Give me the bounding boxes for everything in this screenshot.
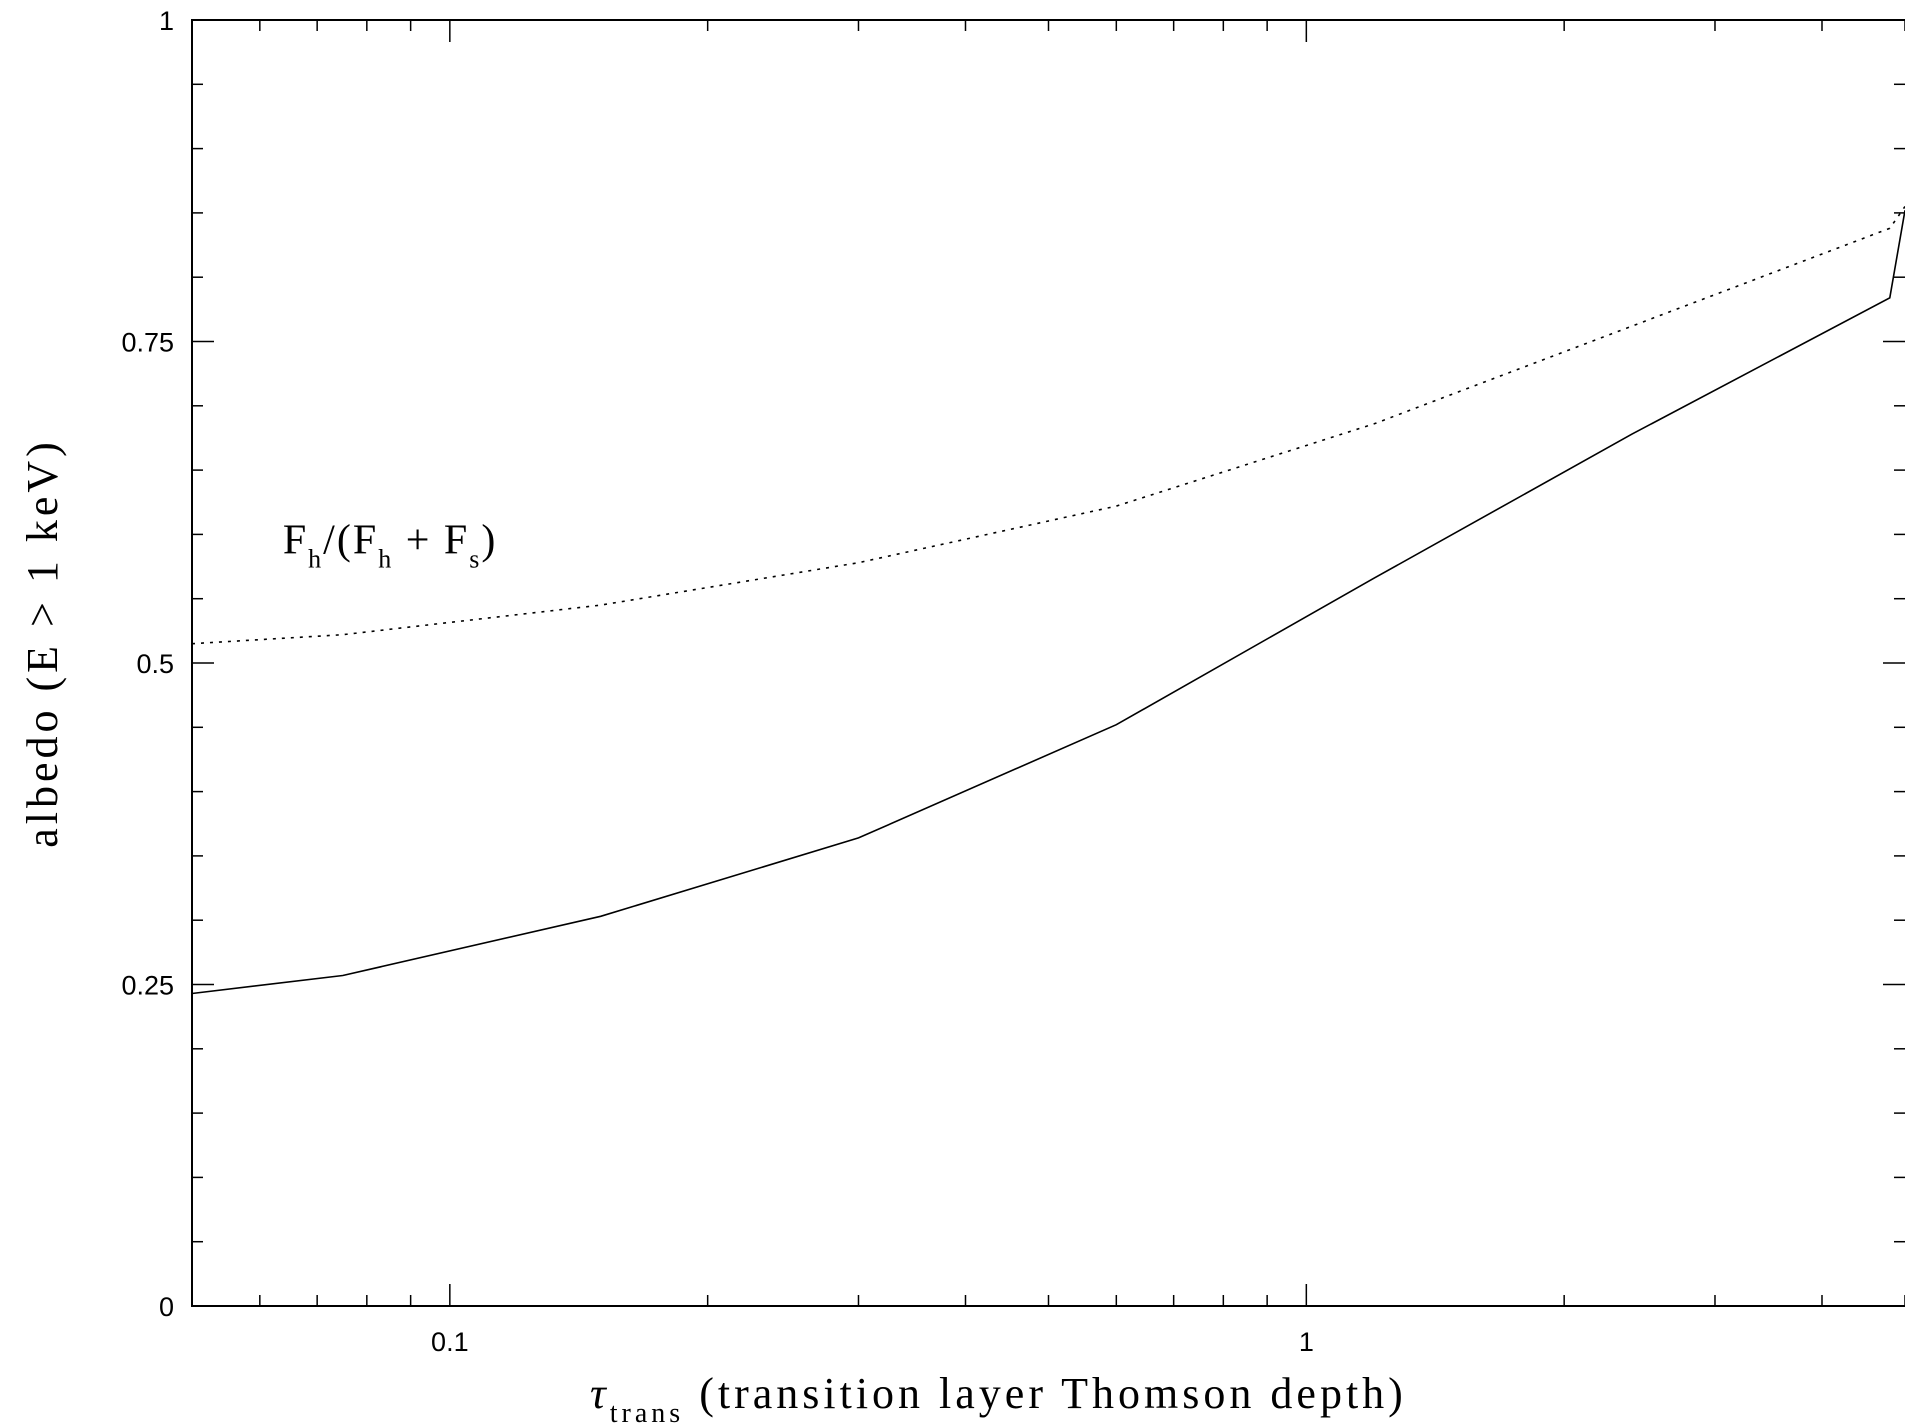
- annotation-text: /(F: [323, 518, 378, 564]
- y-tick-label: 0.5: [136, 649, 174, 679]
- x-axis-title: τtrans (transition layer Thomson depth): [590, 1369, 1407, 1427]
- annotation-subscript: s: [469, 545, 481, 574]
- dotted-series-line: [191, 206, 1905, 645]
- y-tick-label: 0.25: [121, 971, 174, 1001]
- tick-labels: 0 0.25 0.5 0.75 1 0.1 1: [121, 6, 1313, 1357]
- annotation-text: + F: [393, 518, 469, 564]
- solid-series-line: [191, 210, 1905, 995]
- y-axis-title: albedo (E > 1 keV): [18, 438, 67, 848]
- axis-ticks: [191, 19, 1905, 1307]
- annotation-subscript: h: [308, 545, 323, 574]
- annotation-text: F: [283, 518, 308, 564]
- series-annotation: Fh/(Fh + Fs): [283, 518, 498, 574]
- x-axis-subscript: trans: [610, 1398, 684, 1427]
- x-tick-label: 0.1: [431, 1327, 469, 1357]
- x-tick-label: 1: [1299, 1327, 1314, 1357]
- y-tick-label: 0.75: [121, 328, 174, 358]
- annotation-text: ): [481, 518, 497, 564]
- annotation-subscript: h: [378, 545, 393, 574]
- x-axis-text: (transition layer Thomson depth): [684, 1369, 1407, 1418]
- series-group: [191, 206, 1905, 995]
- y-tick-label: 0: [159, 1292, 174, 1322]
- y-tick-label: 1: [159, 6, 174, 36]
- plot-frame: [191, 19, 1905, 1307]
- x-axis-symbol: τ: [590, 1369, 610, 1418]
